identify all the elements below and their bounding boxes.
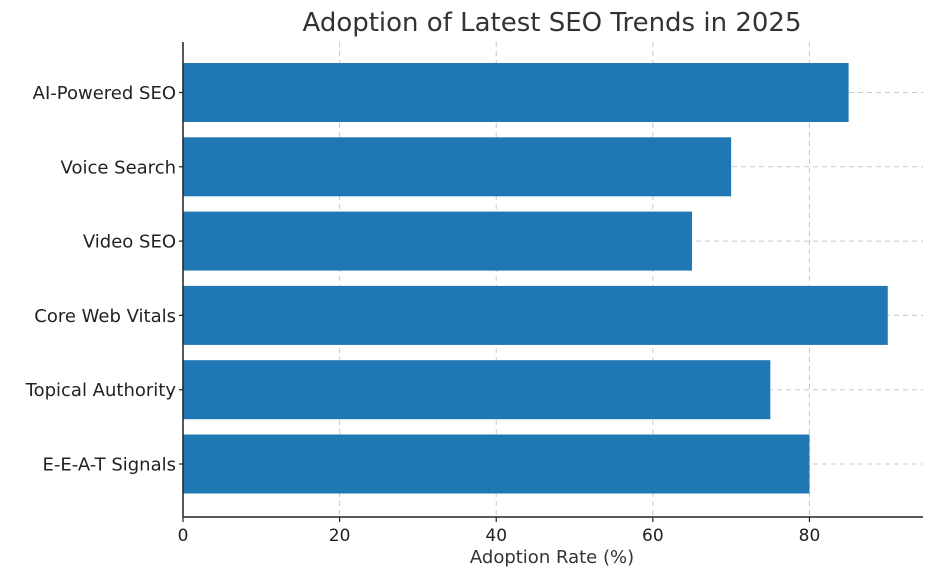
category-label: AI-Powered SEO [33, 83, 176, 104]
category-label: Topical Authority [25, 380, 177, 401]
category-label: Voice Search [61, 157, 176, 178]
bar-topical-authority [183, 360, 771, 420]
bar-video-seo [183, 211, 692, 271]
bar-ai-powered-seo [183, 63, 849, 122]
chart-title: Adoption of Latest SEO Trends in 2025 [302, 8, 801, 38]
x-tick-label: 40 [485, 526, 507, 546]
x-tick-label: 20 [329, 526, 351, 546]
bar-voice-search [183, 137, 732, 197]
bars-layer [183, 63, 888, 494]
bar-core-web-vitals [183, 285, 888, 345]
x-tick-label: 0 [178, 526, 189, 546]
category-label: Core Web Vitals [34, 306, 176, 327]
category-label: Video SEO [83, 232, 176, 253]
category-labels: AI-Powered SEO Voice Search Video SEO Core … [25, 83, 183, 476]
bar-e-e-a-t-signals [183, 434, 810, 494]
x-axis-title: Adoption Rate (%) [470, 547, 634, 568]
category-label: E-E-A-T Signals [43, 455, 177, 476]
x-tick-label: 80 [799, 526, 821, 546]
x-tick-label: 60 [642, 526, 664, 546]
x-ticks: 0 20 40 60 80 [178, 517, 821, 546]
